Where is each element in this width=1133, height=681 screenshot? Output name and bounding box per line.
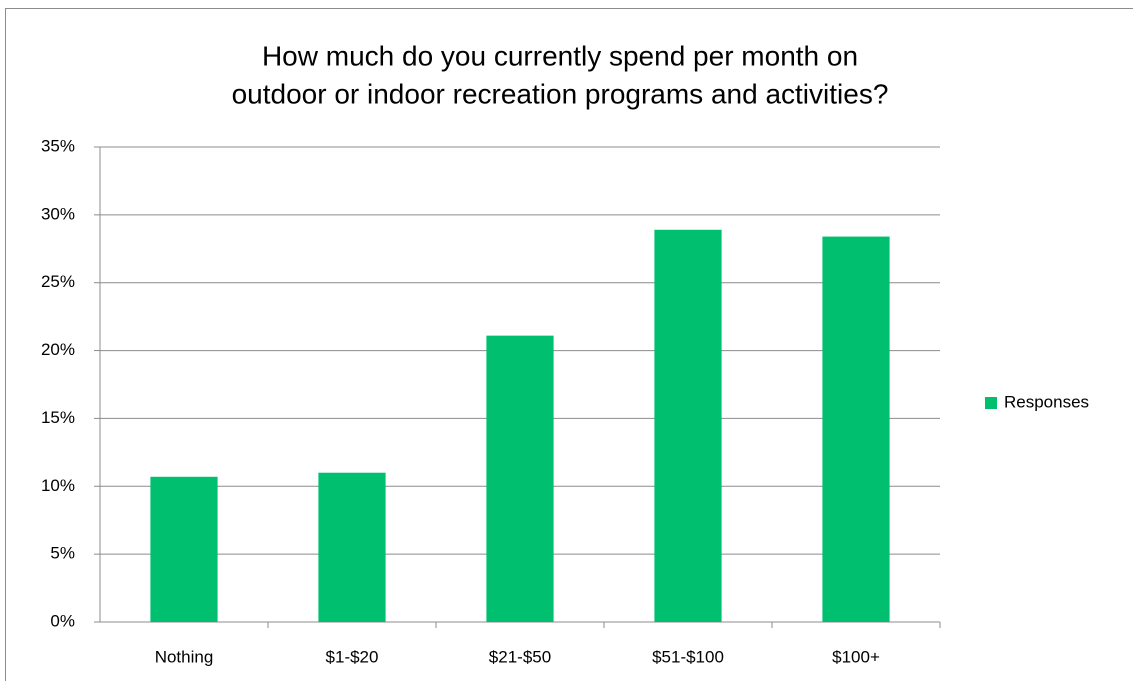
legend-swatch [985,397,997,409]
bar [822,236,890,623]
x-tick-label: $100+ [832,647,880,666]
bar [318,472,386,622]
y-tick-label: 0% [50,611,75,630]
y-tick-label: 10% [41,476,75,495]
chart-title: outdoor or indoor recreation programs an… [232,78,889,109]
y-tick-label: 15% [41,408,75,427]
x-tick-label: Nothing [155,647,214,666]
bar [654,229,722,623]
x-tick-label: $51-$100 [652,647,724,666]
legend-label: Responses [1004,392,1089,411]
y-tick-label: 25% [41,272,75,291]
bar [486,335,554,622]
y-tick-label: 35% [41,136,75,155]
chart-title: How much do you currently spend per mont… [262,40,858,71]
y-tick-label: 5% [50,544,75,563]
y-tick-label: 20% [41,340,75,359]
x-tick-label: $21-$50 [489,647,551,666]
y-tick-label: 30% [41,204,75,223]
bar [150,476,218,622]
x-tick-label: $1-$20 [326,647,379,666]
